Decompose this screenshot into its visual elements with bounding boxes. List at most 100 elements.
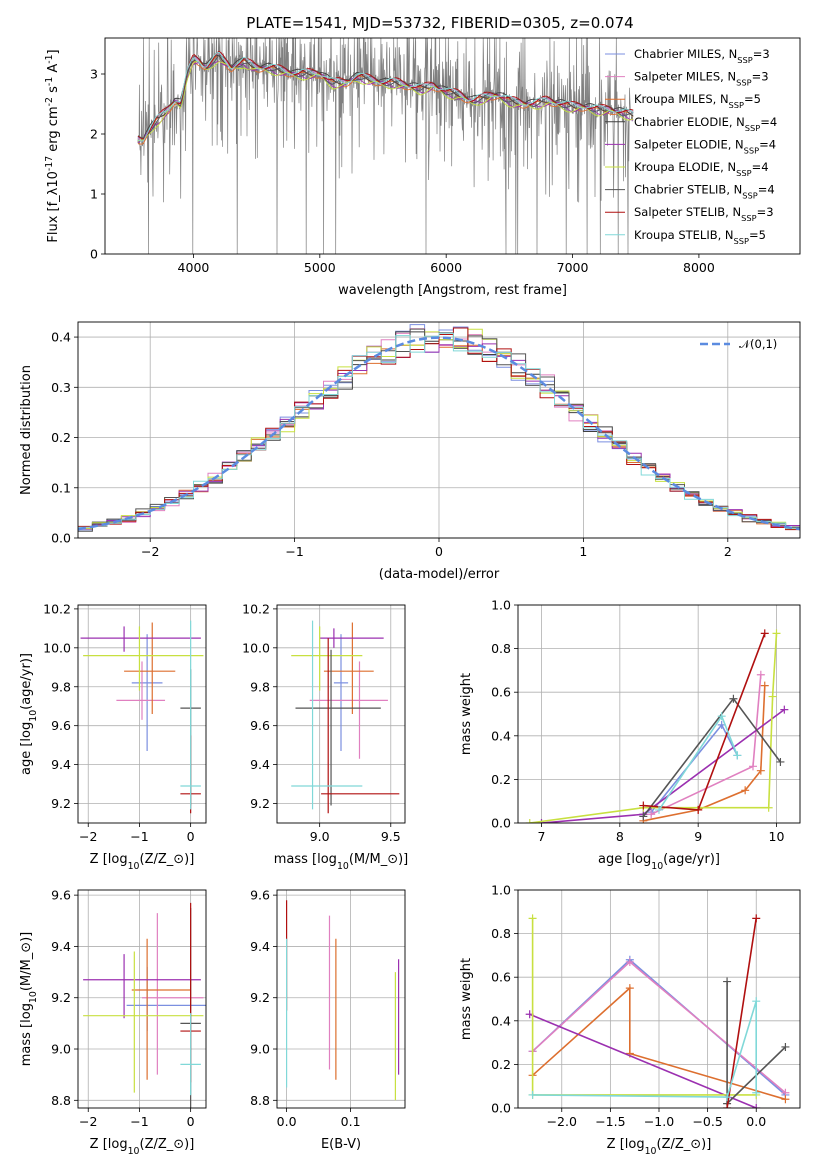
grid-mass-vs-Z [78, 890, 206, 1108]
y-tick-label: 1.0 [491, 883, 511, 898]
axes-frame [104, 37, 801, 255]
weight-marker [525, 819, 534, 823]
axes-mass-vs-EBV: 0.0 0.1 8.8 9.0 9.2 9.4 9.6 E(B-V) [250, 888, 406, 1152]
weight-marker [639, 812, 648, 821]
weight-line-6 [643, 633, 766, 811]
weight-marker [528, 914, 537, 923]
weight-marker [752, 997, 761, 1006]
axes-age-vs-mass: 9.0 9.5 9.2 9.4 9.6 9.8 10.0 10.2 mass [log10(M/… [242, 601, 408, 871]
errorbar-3 [319, 628, 384, 648]
x-tick-label: 5000 [304, 260, 336, 275]
weight-marker [741, 786, 750, 795]
label-fragment: (age/yr)] [19, 653, 34, 710]
weight-line-6 [726, 918, 757, 1108]
weight-marker [537, 819, 546, 823]
weight-line-4 [531, 918, 757, 1096]
x-tick-label: 4000 [178, 260, 210, 275]
y-tick-label: 9.4 [51, 757, 71, 772]
plot-area-mass-weight-vs-Z [525, 914, 790, 1108]
x-axis-label: E(B-V) [321, 1137, 361, 1152]
weight-marker [723, 1093, 732, 1102]
y-tick-label: 0.1 [51, 480, 71, 495]
label-fragment: s [46, 86, 61, 97]
y-tick-label: 9.6 [51, 718, 71, 733]
y-axis-label: age [log10(age/yr)] [19, 653, 39, 775]
label-fragment: Flux [f_λ10 [46, 171, 61, 243]
weight-marker [655, 805, 663, 814]
x-tick-label: −2 [79, 1114, 97, 1129]
weight-marker [752, 1104, 761, 1108]
x-tick-label: 8 [616, 829, 624, 844]
x-axis-label: Z [log10(Z/Z_⊙)] [90, 852, 195, 872]
axes-residuals: −2 −1 0 1 2 0.0 0.1 0.2 0.3 0.4 (data-model)/error… [19, 321, 801, 582]
x-axis-label: Z [log10(Z/Z_⊙)] [607, 1137, 712, 1157]
x-axis-label: (data-model)/error [379, 567, 500, 582]
y-tick-label: 9.2 [51, 796, 71, 811]
weight-marker [625, 957, 634, 966]
x-tick-label: 0.0 [746, 1114, 766, 1129]
y-tick-label: 9.2 [250, 990, 270, 1005]
legend-label-6: Chabrier STELIB, NSSP=4 [634, 183, 775, 201]
errorbar-6 [321, 638, 400, 814]
weight-line-4 [529, 633, 778, 823]
y-tick-label: 9.6 [250, 888, 270, 903]
x-tick-label: 0 [435, 544, 443, 559]
plot-area-age-vs-mass [291, 620, 400, 814]
residual-legend: 𝒩(0,1) [700, 337, 777, 351]
legend-label-3: Chabrier ELODIE, NSSP=4 [634, 115, 777, 133]
weight-marker [717, 712, 726, 721]
label-fragment: =4 [752, 160, 769, 174]
y-tick-label: 0.6 [491, 970, 511, 985]
label-fragment: -1 [44, 77, 55, 86]
weight-marker [781, 1042, 790, 1051]
label-fragment: mass [log [274, 852, 337, 867]
label-fragment: (Z/Z_⊙)] [140, 852, 195, 867]
label-fragment: 10 [128, 861, 140, 872]
label-fragment: (data-model)/error [379, 567, 500, 582]
weight-marker [756, 670, 765, 679]
weight-line-7 [532, 1000, 757, 1098]
x-tick-label: 7000 [557, 260, 589, 275]
y-tick-label: 9.0 [51, 1042, 71, 1057]
axes-frame [276, 889, 406, 1109]
y-tick-label: 0 [90, 247, 98, 262]
label-fragment: (M/M_⊙)] [19, 932, 34, 991]
y-tick-label: 0.0 [491, 1101, 511, 1116]
errorbar-0 [333, 634, 349, 751]
x-tick-label: 0 [187, 1114, 195, 1129]
weight-marker [772, 629, 781, 638]
label-fragment: -17 [44, 156, 55, 171]
axes-mass-vs-Z: −2 −1 08.89.09.29.49.6Z [log10(Z/Z_⊙)]mass… [19, 888, 207, 1157]
legend-label-gauss: 𝒩(0,1) [739, 337, 777, 351]
label-fragment: (Z/Z_⊙)] [657, 1137, 712, 1152]
label-fragment: Salpeter ELODIE, N [634, 137, 744, 151]
label-fragment: Chabrier MILES, N [634, 47, 737, 61]
y-tick-label: 2 [90, 127, 98, 142]
y-tick-label: 8.8 [250, 1093, 270, 1108]
x-axis-label: age [log10(age/yr)] [598, 852, 720, 872]
errorbar-4 [83, 626, 204, 691]
errorbar-7 [180, 620, 201, 810]
x-tick-label: 1 [579, 544, 587, 559]
label-fragment: mass [log [19, 1003, 34, 1066]
weight-marker [764, 803, 773, 812]
x-tick-label: −1 [130, 829, 148, 844]
axes-frame [77, 321, 801, 539]
grid-mass-vs-EBV [277, 890, 405, 1108]
y-tick-label: 9.6 [250, 718, 270, 733]
x-axis-label: Z [log10(Z/Z_⊙)] [90, 1137, 195, 1157]
y-axis-label: mass weight [459, 958, 474, 1040]
x-axis-label: mass [log10(M/M_⊙)] [274, 852, 409, 872]
weight-line-3 [541, 708, 785, 823]
y-tick-label: 9.8 [51, 679, 71, 694]
weight-marker [723, 1104, 732, 1108]
weight-marker [694, 805, 703, 814]
errorbar-0 [131, 634, 163, 751]
weight-marker [776, 757, 785, 766]
y-tick-label: 10.2 [43, 601, 71, 616]
label-fragment: Chabrier STELIB, N [634, 183, 742, 197]
label-fragment: =4 [759, 137, 776, 151]
y-tick-label: 0.8 [491, 926, 511, 941]
weight-marker [752, 914, 761, 923]
x-tick-label: 9 [694, 829, 702, 844]
